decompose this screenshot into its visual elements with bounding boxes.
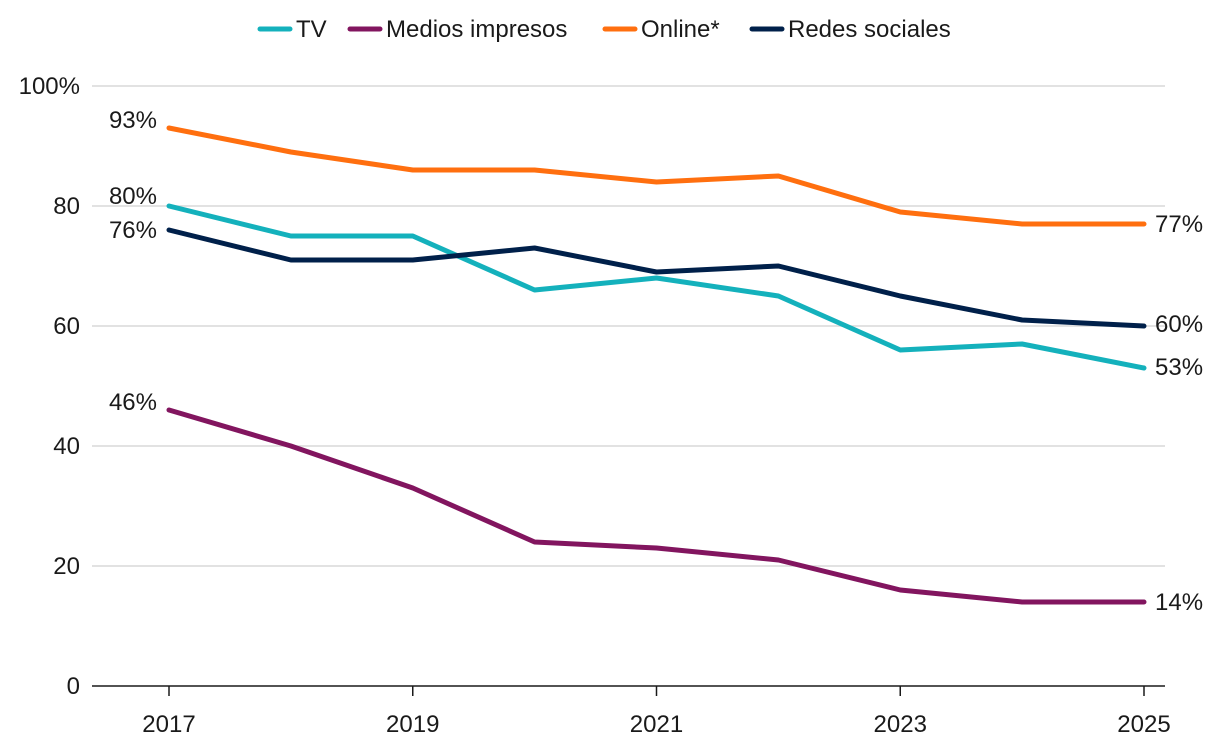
end-value-label: 53% <box>1155 354 1203 381</box>
label-layer: 80% 46% 93% 76% 53% 14% 77% 60% <box>109 107 1203 616</box>
x-tick-label: 2025 <box>1117 711 1170 738</box>
series-line-tv <box>166 203 1147 371</box>
start-value-label: 80% <box>109 183 157 210</box>
series-line-redes-sociales <box>166 227 1147 329</box>
y-tick-label: 40 <box>53 433 80 460</box>
x-tick-label: 2021 <box>630 711 683 738</box>
y-tick-label: 60 <box>53 313 80 340</box>
start-value-label: 93% <box>109 107 157 134</box>
series-layer <box>166 125 1147 605</box>
x-tick-label: 2017 <box>142 711 195 738</box>
y-tick-label: 20 <box>53 553 80 580</box>
x-tick-label: 2019 <box>386 711 439 738</box>
legend-label: TV <box>296 16 327 43</box>
end-value-label: 60% <box>1155 311 1203 338</box>
y-tick-label: 0 <box>67 673 80 700</box>
series-line-medios-impresos <box>166 407 1147 605</box>
grid-layer <box>92 85 1165 567</box>
end-value-label: 14% <box>1155 589 1203 616</box>
end-value-label: 77% <box>1155 211 1203 238</box>
series-line-online <box>166 125 1147 227</box>
legend-label: Online* <box>641 16 720 43</box>
y-tick-label: 80 <box>53 193 80 220</box>
y-tick-label: 100% <box>19 73 80 100</box>
x-tick-label: 2023 <box>874 711 927 738</box>
start-value-label: 46% <box>109 389 157 416</box>
legend: TV Medios impresos Online* Redes sociales <box>257 16 951 43</box>
legend-label: Redes sociales <box>788 16 951 43</box>
legend-label: Medios impresos <box>386 16 567 43</box>
start-value-label: 76% <box>109 217 157 244</box>
axis-layer: 0 20 40 60 80 100% 2017 2019 2021 2023 2025 <box>19 73 1171 738</box>
